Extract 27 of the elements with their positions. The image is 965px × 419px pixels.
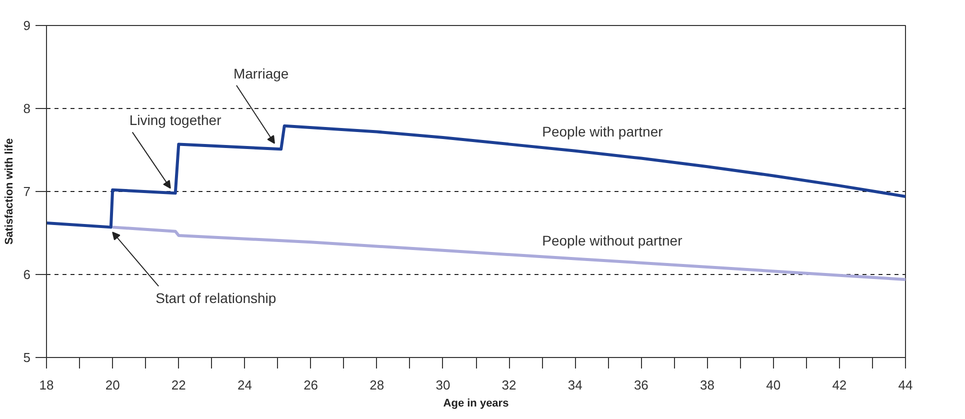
x-tick-label: 38 <box>700 378 715 392</box>
y-tick-label: 7 <box>23 184 31 199</box>
series-label: People without partner <box>542 232 683 249</box>
x-tick-label: 26 <box>304 378 318 392</box>
x-tick-label: 24 <box>238 378 252 392</box>
x-tick-label: 22 <box>171 378 186 392</box>
x-tick-label: 18 <box>39 378 54 392</box>
y-tick-label: 9 <box>23 18 31 33</box>
x-tick-label: 36 <box>634 378 648 392</box>
x-tick-label: 28 <box>370 378 384 392</box>
y-axis-title: Satisfaction with life <box>3 138 16 245</box>
line-series <box>111 226 906 281</box>
annotation: Start of relationship <box>156 290 276 306</box>
y-tick-label: 5 <box>23 350 31 365</box>
x-tick-label: 42 <box>832 378 847 392</box>
x-tick-label: 32 <box>502 378 516 392</box>
series-label: People with partner <box>542 124 664 140</box>
x-tick-label: 20 <box>105 378 120 392</box>
y-tick-label: 8 <box>23 101 31 116</box>
x-tick-label: 30 <box>436 378 450 392</box>
annotation: Living together <box>129 112 222 128</box>
y-tick-label: 6 <box>23 267 31 282</box>
x-tick-label: 44 <box>898 378 913 392</box>
annotation: Marriage <box>233 65 289 82</box>
x-axis-title: Age in years <box>443 398 509 410</box>
x-tick-label: 40 <box>766 378 781 392</box>
x-tick-label: 34 <box>568 378 582 392</box>
